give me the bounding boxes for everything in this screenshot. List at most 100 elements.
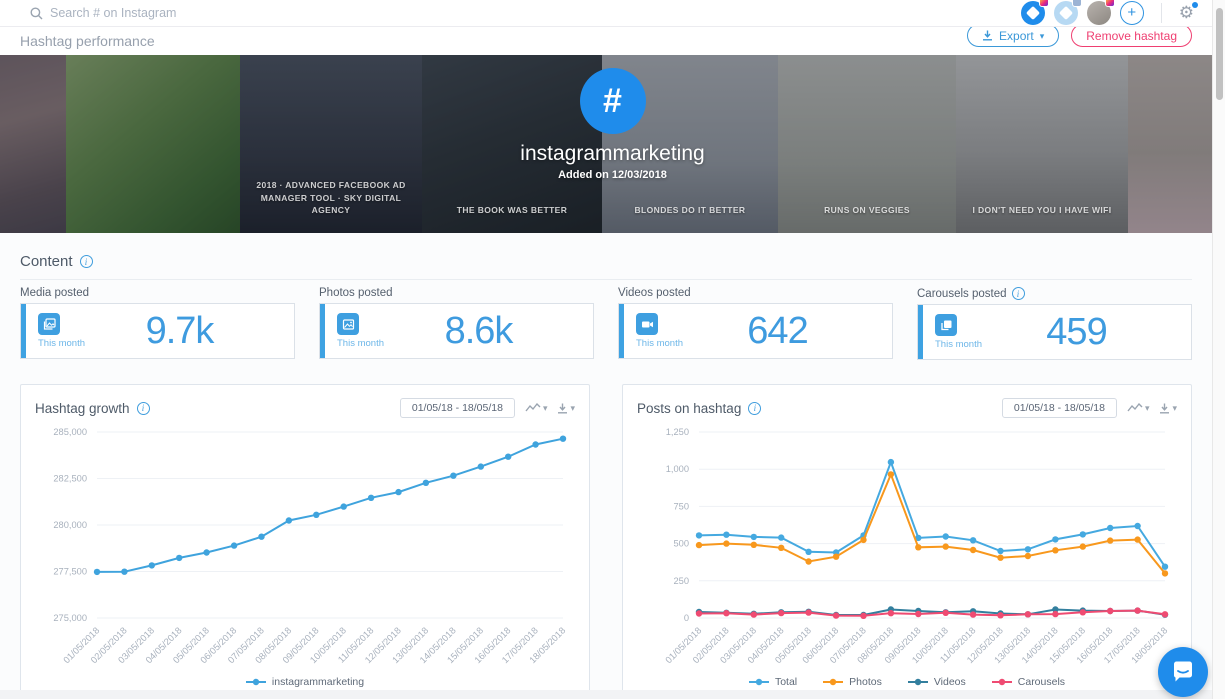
chart-download-control[interactable]: ▾ <box>1159 402 1177 414</box>
videos-posted-value: 642 <box>747 309 808 352</box>
settings-button[interactable]: ⚙ <box>1178 1 1198 23</box>
legend-marker-icon <box>907 678 928 686</box>
svg-text:0: 0 <box>684 613 689 623</box>
search-input[interactable] <box>50 6 350 20</box>
legend-item[interactable]: Videos <box>907 676 966 688</box>
media-icon <box>38 313 60 335</box>
posts-on-hashtag-title: Posts on hashtag <box>637 400 742 416</box>
main-content: Content i Media posted This month <box>0 233 1212 699</box>
chevron-down-icon: ▾ <box>1172 403 1177 413</box>
chevron-down-icon: ▾ <box>570 403 575 413</box>
svg-text:750: 750 <box>673 501 689 511</box>
svg-text:282,500: 282,500 <box>53 474 87 484</box>
topbar: + ⚙ <box>0 0 1212 27</box>
legend-marker-icon <box>823 678 844 686</box>
card-label: Media posted <box>20 287 90 299</box>
photos-posted-value: 8.6k <box>444 309 514 352</box>
carousel-icon <box>935 314 957 336</box>
videos-posted-block: Videos posted This month 642 <box>618 287 893 360</box>
instagram-badge-icon <box>1104 0 1115 7</box>
search-bar[interactable] <box>30 6 1021 20</box>
svg-text:1,000: 1,000 <box>666 464 689 474</box>
chart-download-control[interactable]: ▾ <box>557 402 575 414</box>
gear-icon: ⚙ <box>1178 2 1194 22</box>
scrollbar-thumb[interactable] <box>1215 8 1223 100</box>
legend-marker-icon <box>245 678 266 686</box>
banner-photo-popsicles <box>66 55 240 233</box>
legend-item[interactable]: Carousels <box>991 676 1065 688</box>
chat-icon <box>1173 661 1192 682</box>
photos-posted-card: This month 8.6k <box>319 303 594 359</box>
legend-item[interactable]: Total <box>748 676 797 688</box>
info-icon[interactable]: i <box>748 401 762 415</box>
instagram-account-avatar[interactable] <box>1020 0 1049 25</box>
videos-posted-card: This month 642 <box>618 303 893 359</box>
hashtag-growth-title: Hashtag growth <box>35 400 130 416</box>
carousels-posted-card: This month 459 <box>917 304 1192 360</box>
line-chart-icon <box>1127 403 1143 412</box>
photo-icon <box>337 313 359 335</box>
card-period: This month <box>38 338 85 349</box>
line-chart-icon <box>525 403 541 412</box>
card-period: This month <box>636 338 683 349</box>
media-posted-block: Media posted This month 9.7k <box>20 287 295 360</box>
content-section-header: Content i <box>20 253 1192 280</box>
banner-photo-blonde-stairs: BLONDES DO IT BETTER <box>602 55 778 233</box>
svg-text:250: 250 <box>673 576 689 586</box>
vertical-scrollbar[interactable] <box>1212 0 1225 699</box>
hashtag-growth-legend: instagrammarketing <box>35 674 575 692</box>
notification-dot <box>1192 1 1198 8</box>
photos-posted-block: Photos posted This month 8.6k <box>319 287 594 360</box>
facebook-account-avatar[interactable] <box>1053 0 1082 25</box>
export-button[interactable]: Export ▾ <box>967 24 1060 47</box>
brand-logo-icon <box>1025 5 1040 21</box>
content-section-title: Content <box>20 253 73 270</box>
video-icon <box>636 313 658 335</box>
card-accent <box>320 304 325 358</box>
chart-type-control[interactable]: ▾ <box>1127 402 1149 414</box>
chart-type-control[interactable]: ▾ <box>525 402 547 414</box>
footer-strip <box>0 690 1212 699</box>
add-account-button[interactable]: + <box>1119 1 1144 25</box>
brand-logo-icon <box>1058 5 1073 21</box>
svg-text:275,000: 275,000 <box>53 613 87 623</box>
info-icon[interactable]: i <box>79 255 93 268</box>
page-title: Hashtag performance <box>20 33 155 49</box>
download-icon <box>1160 403 1170 414</box>
date-range-picker[interactable]: 01/05/18 - 18/05/18 <box>399 398 515 418</box>
card-accent <box>918 305 923 359</box>
hashtag-growth-chart[interactable]: 275,000277,500280,000282,500285,00001/05… <box>35 422 575 674</box>
banner-photo-palm-trees <box>0 55 66 233</box>
chevron-down-icon: ▾ <box>1039 30 1045 41</box>
download-icon <box>983 30 993 41</box>
media-posted-value: 9.7k <box>145 309 215 352</box>
search-icon <box>30 7 43 19</box>
legend-marker-icon <box>748 678 769 686</box>
carousels-posted-value: 459 <box>1046 310 1107 353</box>
facebook-badge-icon <box>1071 0 1082 7</box>
date-range-picker[interactable]: 01/05/18 - 18/05/18 <box>1001 398 1117 418</box>
banner-photo-wifi-tee: I DON'T NEED YOU I HAVE WIFI <box>956 55 1128 233</box>
legend-item[interactable]: Photos <box>823 676 882 688</box>
svg-text:277,500: 277,500 <box>53 567 87 577</box>
remove-hashtag-button[interactable]: Remove hashtag <box>1071 24 1192 47</box>
card-accent <box>21 304 26 358</box>
stat-cards-row: Media posted This month 9.7k <box>20 287 1192 360</box>
user-account-avatar[interactable] <box>1086 0 1115 25</box>
banner-photo-veggies-tee: RUNS ON VEGGIES <box>778 55 956 233</box>
legend-marker-icon <box>991 678 1012 686</box>
info-icon[interactable]: i <box>136 401 150 415</box>
posts-on-hashtag-panel: Posts on hashtag i 01/05/18 - 18/05/18 ▾ <box>622 384 1192 699</box>
card-label: Carousels posted <box>917 287 1007 300</box>
chat-launcher-button[interactable] <box>1158 647 1208 697</box>
posts-on-hashtag-chart[interactable]: 02505007501,0001,25001/05/201802/05/2018… <box>637 422 1177 674</box>
svg-text:1,250: 1,250 <box>666 427 689 437</box>
info-icon[interactable]: i <box>1011 287 1025 300</box>
card-accent <box>619 304 624 358</box>
card-label: Photos posted <box>319 287 393 299</box>
svg-text:285,000: 285,000 <box>53 427 87 437</box>
banner-photo-brick-wall <box>1128 55 1225 233</box>
hashtag-banner: 2018 · ADVANCED FACEBOOK AD MANAGER TOOL… <box>0 55 1225 233</box>
legend-item[interactable]: instagrammarketing <box>245 676 364 688</box>
media-posted-card: This month 9.7k <box>20 303 295 359</box>
